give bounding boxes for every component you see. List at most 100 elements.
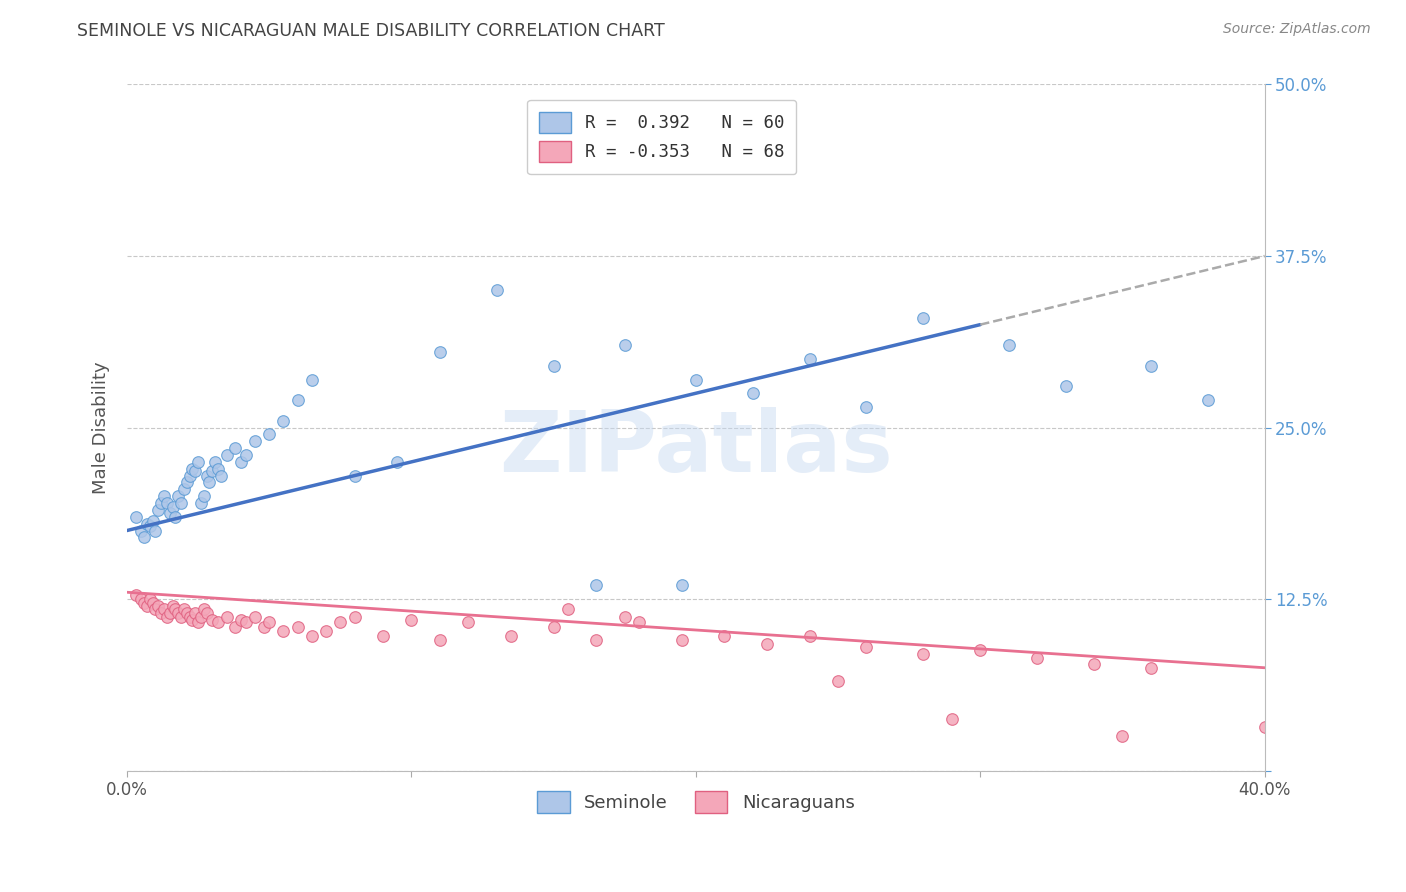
Point xyxy=(181,461,204,475)
Point xyxy=(855,640,877,655)
Point xyxy=(193,489,215,503)
Point xyxy=(156,496,179,510)
Point xyxy=(139,592,162,607)
Point xyxy=(159,506,181,520)
Point xyxy=(1026,651,1049,665)
Point xyxy=(207,461,229,475)
Point xyxy=(145,524,167,538)
Point xyxy=(184,606,207,620)
Point xyxy=(170,610,193,624)
Text: SEMINOLE VS NICARAGUAN MALE DISABILITY CORRELATION CHART: SEMINOLE VS NICARAGUAN MALE DISABILITY C… xyxy=(77,22,665,40)
Point xyxy=(1111,730,1133,744)
Point xyxy=(301,629,323,643)
Point xyxy=(170,496,193,510)
Point xyxy=(827,674,849,689)
Point xyxy=(176,475,198,490)
Point xyxy=(1140,359,1163,373)
Point xyxy=(257,615,280,630)
Point xyxy=(457,615,479,630)
Point xyxy=(204,455,226,469)
Point xyxy=(429,633,451,648)
Point xyxy=(159,606,181,620)
Point xyxy=(1140,661,1163,675)
Point xyxy=(671,578,693,592)
Point xyxy=(181,613,204,627)
Point xyxy=(132,596,155,610)
Point xyxy=(156,610,179,624)
Point xyxy=(162,599,184,613)
Y-axis label: Male Disability: Male Disability xyxy=(93,361,110,494)
Point xyxy=(195,468,218,483)
Point xyxy=(741,386,763,401)
Point xyxy=(315,624,337,638)
Point xyxy=(912,647,935,661)
Point xyxy=(252,619,274,633)
Point xyxy=(173,601,195,615)
Point xyxy=(685,372,707,386)
Point xyxy=(671,633,693,648)
Point xyxy=(165,509,187,524)
Point xyxy=(150,496,173,510)
Point xyxy=(190,496,212,510)
Point xyxy=(153,601,176,615)
Point xyxy=(855,400,877,414)
Point xyxy=(613,338,636,352)
Point xyxy=(235,448,257,462)
Point xyxy=(162,500,184,515)
Point xyxy=(173,483,195,497)
Point xyxy=(229,613,252,627)
Point xyxy=(165,601,187,615)
Text: Source: ZipAtlas.com: Source: ZipAtlas.com xyxy=(1223,22,1371,37)
Point xyxy=(557,601,579,615)
Point xyxy=(167,606,190,620)
Point xyxy=(301,372,323,386)
Point xyxy=(190,610,212,624)
Point xyxy=(124,509,146,524)
Point xyxy=(243,434,266,449)
Point xyxy=(124,588,146,602)
Point xyxy=(145,601,167,615)
Point xyxy=(207,615,229,630)
Point xyxy=(153,489,176,503)
Point xyxy=(755,637,778,651)
Point xyxy=(224,441,246,455)
Point xyxy=(997,338,1019,352)
Point xyxy=(201,613,224,627)
Point xyxy=(627,615,650,630)
Point xyxy=(148,599,170,613)
Point xyxy=(1310,269,1333,284)
Point xyxy=(401,613,423,627)
Point xyxy=(257,427,280,442)
Point xyxy=(329,615,352,630)
Point xyxy=(215,610,238,624)
Point xyxy=(167,489,190,503)
Point xyxy=(585,633,607,648)
Point xyxy=(613,610,636,624)
Point xyxy=(1054,379,1077,393)
Point xyxy=(343,468,366,483)
Point xyxy=(799,629,821,643)
Point xyxy=(1083,657,1105,671)
Point xyxy=(150,606,173,620)
Point xyxy=(179,610,201,624)
Point xyxy=(142,514,165,528)
Point xyxy=(184,465,207,479)
Point xyxy=(429,345,451,359)
Point xyxy=(142,596,165,610)
Point xyxy=(129,592,152,607)
Point xyxy=(193,601,215,615)
Point xyxy=(132,530,155,544)
Point xyxy=(543,619,565,633)
Point xyxy=(371,629,394,643)
Point xyxy=(543,359,565,373)
Point xyxy=(243,610,266,624)
Point xyxy=(224,619,246,633)
Point xyxy=(387,455,409,469)
Point xyxy=(713,629,735,643)
Point xyxy=(129,524,152,538)
Point xyxy=(201,465,224,479)
Point xyxy=(198,475,221,490)
Point xyxy=(799,351,821,366)
Point xyxy=(1197,393,1219,408)
Point xyxy=(969,643,991,657)
